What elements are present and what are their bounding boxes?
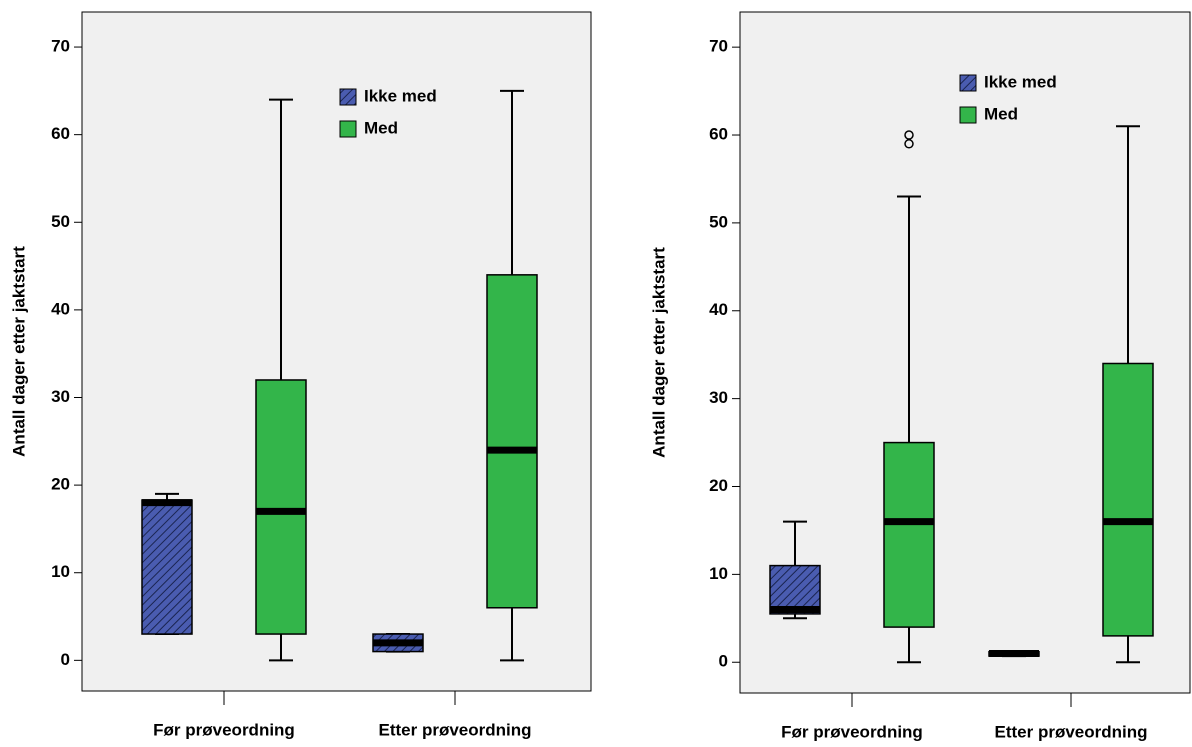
legend-swatch bbox=[339, 88, 357, 106]
outlier bbox=[904, 130, 914, 140]
box bbox=[1102, 362, 1154, 637]
box bbox=[255, 379, 307, 635]
y-tick-label: 70 bbox=[51, 37, 70, 56]
outlier bbox=[904, 139, 914, 149]
y-tick-label: 40 bbox=[709, 300, 728, 319]
y-tick-label: 30 bbox=[51, 387, 70, 406]
y-tick-label: 10 bbox=[709, 564, 728, 583]
y-tick-label: 50 bbox=[709, 212, 728, 231]
x-tick-label: Før prøveordning bbox=[781, 722, 923, 741]
box bbox=[141, 499, 193, 635]
y-tick-label: 0 bbox=[719, 652, 728, 671]
y-tick-label: 70 bbox=[709, 37, 728, 56]
y-tick-label: 20 bbox=[51, 475, 70, 494]
y-tick-label: 60 bbox=[709, 125, 728, 144]
legend-swatch bbox=[339, 120, 357, 138]
y-tick-label: 30 bbox=[709, 388, 728, 407]
x-tick-label: Etter prøveordning bbox=[994, 722, 1147, 741]
y-tick-label: 0 bbox=[61, 650, 70, 669]
x-tick-label: Etter prøveordning bbox=[378, 720, 531, 739]
box bbox=[883, 441, 935, 628]
y-axis-label: Antall dager etter jaktstart bbox=[649, 247, 668, 458]
legend-swatch bbox=[959, 106, 977, 124]
x-tick-label: Før prøveordning bbox=[153, 720, 295, 739]
box bbox=[486, 274, 538, 609]
legend-label: Ikke med bbox=[984, 72, 1057, 91]
y-tick-label: 10 bbox=[51, 562, 70, 581]
legend-label: Ikke med bbox=[364, 86, 437, 105]
y-tick-label: 40 bbox=[51, 299, 70, 318]
legend-label: Med bbox=[984, 104, 1018, 123]
y-tick-label: 60 bbox=[51, 124, 70, 143]
legend-swatch bbox=[959, 74, 977, 92]
legend-label: Med bbox=[364, 118, 398, 137]
y-tick-label: 50 bbox=[51, 212, 70, 231]
y-axis-label: Antall dager etter jaktstart bbox=[9, 246, 28, 457]
y-tick-label: 20 bbox=[709, 476, 728, 495]
box bbox=[769, 564, 821, 615]
